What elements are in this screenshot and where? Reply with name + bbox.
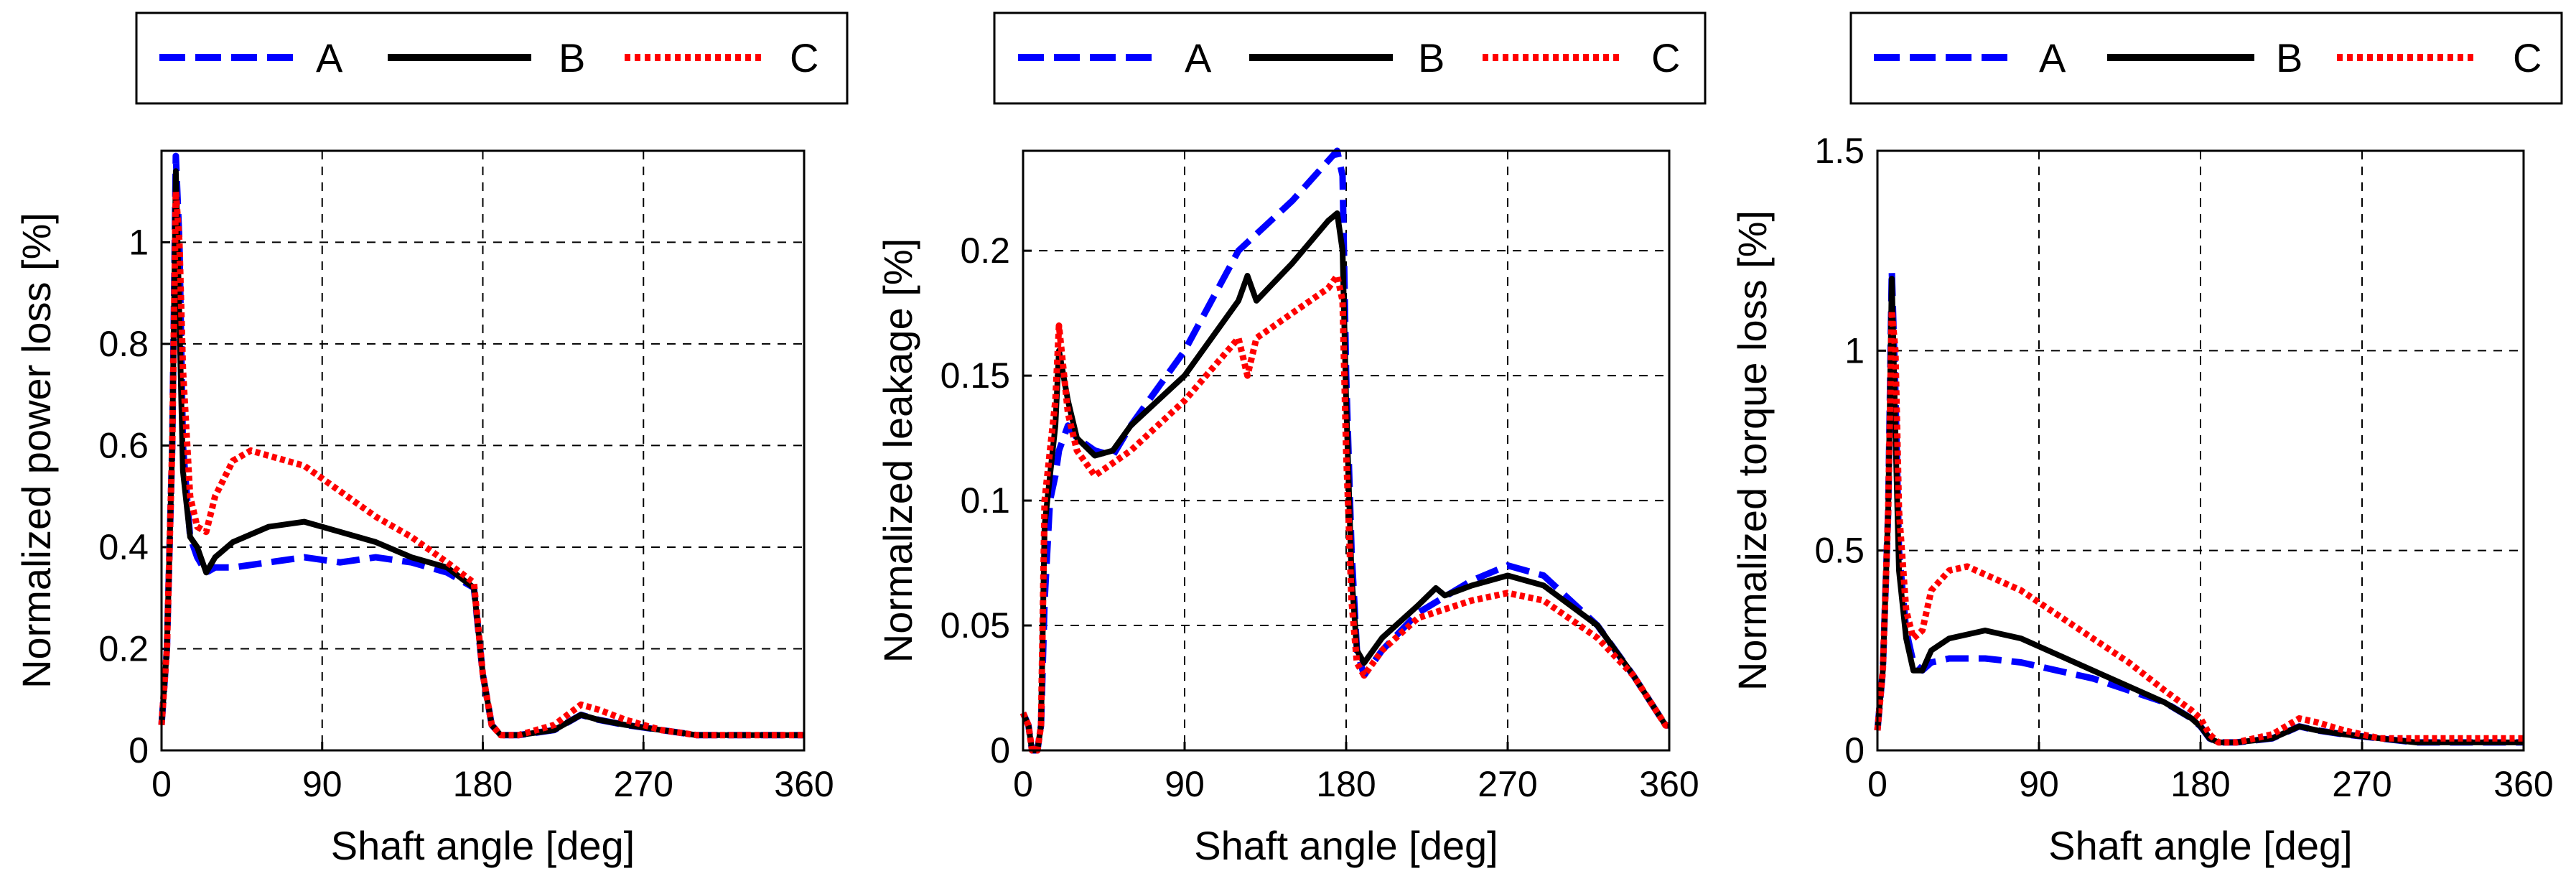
y-tick-label: 1	[129, 222, 149, 262]
series-line-C	[158, 188, 804, 739]
x-tick-label: 270	[614, 764, 673, 804]
legend-2-label-B: B	[1418, 35, 1445, 80]
y-tick-label: 0.5	[1814, 531, 1865, 571]
x-tick-label: 90	[2019, 764, 2059, 804]
series-line-B	[159, 168, 804, 738]
legend-3-label-B: B	[2276, 35, 2302, 80]
y-tick-label: 0.2	[960, 231, 1010, 271]
legend-3: A B C	[1849, 11, 2563, 105]
y-tick-label: 0.6	[98, 425, 149, 465]
x-tick-label: 270	[2332, 764, 2391, 804]
y-tick-label: 1	[1844, 330, 1865, 371]
series-line-B	[1020, 210, 1669, 753]
x-tick-label: 0	[1013, 764, 1033, 804]
legend-2-label-A: A	[1185, 35, 1212, 80]
x-tick-label: 360	[1639, 764, 1699, 804]
y-tick-label: 0.4	[98, 527, 149, 567]
ticks-1: 0 90 180 270 360 0 0.2 0.4 0.6 0.8 1	[98, 222, 834, 804]
x-axis-label-2: Shaft angle [deg]	[1194, 823, 1498, 868]
legend-1-label-B: B	[559, 35, 585, 80]
series-line-C	[1019, 272, 1669, 754]
legend-3-label-C: C	[2513, 35, 2542, 80]
axes-box-1	[160, 149, 806, 752]
y-axis-label-1: Normalized power loss [%]	[14, 213, 59, 689]
legend-2: A B C	[993, 11, 1707, 105]
y-tick-label: 0	[129, 730, 149, 770]
y-tick-label: 0.05	[941, 605, 1010, 646]
panel-2: A B C 0 90 180 270 360 0 0.05 0.1 0.15 0.2 Shaft …	[875, 11, 1707, 868]
x-tick-label: 180	[2170, 764, 2230, 804]
panel-3: A B C 0 90 180 270 360 0 0.5 1 1.5 Shaft angle […	[1730, 11, 2563, 868]
x-tick-label: 0	[1867, 764, 1887, 804]
y-tick-label: 0.2	[98, 628, 149, 669]
x-tick-label: 180	[1316, 764, 1376, 804]
y-axis-label-3: Normalized torque loss [%]	[1730, 210, 1775, 691]
x-tick-label: 270	[1478, 764, 1537, 804]
grid-3	[1877, 151, 2524, 750]
series-line-C	[1874, 307, 2524, 746]
axes-box-3	[1876, 149, 2525, 752]
y-tick-label: 0	[990, 730, 1010, 770]
legend-1: A B C	[135, 11, 849, 105]
axes-box-2	[1022, 149, 1671, 752]
ticks-2: 0 90 180 270 360 0 0.05 0.1 0.15 0.2	[941, 231, 1699, 804]
x-axis-label-1: Shaft angle [deg]	[331, 823, 635, 868]
x-tick-label: 360	[2493, 764, 2553, 804]
y-tick-label: 0	[1844, 730, 1865, 770]
x-tick-label: 0	[151, 764, 172, 804]
y-tick-label: 0.15	[941, 355, 1010, 396]
series-1	[158, 152, 804, 739]
series-3	[1874, 267, 2524, 746]
ticks-3: 0 90 180 270 360 0 0.5 1 1.5	[1814, 131, 2553, 804]
y-tick-label: 1.5	[1814, 131, 1865, 171]
x-tick-label: 180	[453, 764, 513, 804]
legend-1-label-A: A	[316, 35, 343, 80]
legend-3-label-A: A	[2039, 35, 2066, 80]
y-tick-label: 0.8	[98, 324, 149, 364]
y-axis-label-2: Normalized leakage [%]	[875, 238, 920, 663]
x-tick-label: 360	[774, 764, 834, 804]
legend-2-label-C: C	[1651, 35, 1680, 80]
x-tick-label: 90	[1165, 764, 1205, 804]
panel-1: A B C 0 90 180 270 360 0 0.2 0.4 0.6 0.8 1 Shaft a…	[14, 11, 849, 868]
x-tick-label: 90	[302, 764, 342, 804]
legend-1-label-C: C	[790, 35, 818, 80]
x-axis-label-3: Shaft angle [deg]	[2048, 823, 2352, 868]
series-2	[1019, 147, 1669, 754]
series-line-A	[1019, 147, 1669, 754]
y-tick-label: 0.1	[960, 480, 1010, 521]
